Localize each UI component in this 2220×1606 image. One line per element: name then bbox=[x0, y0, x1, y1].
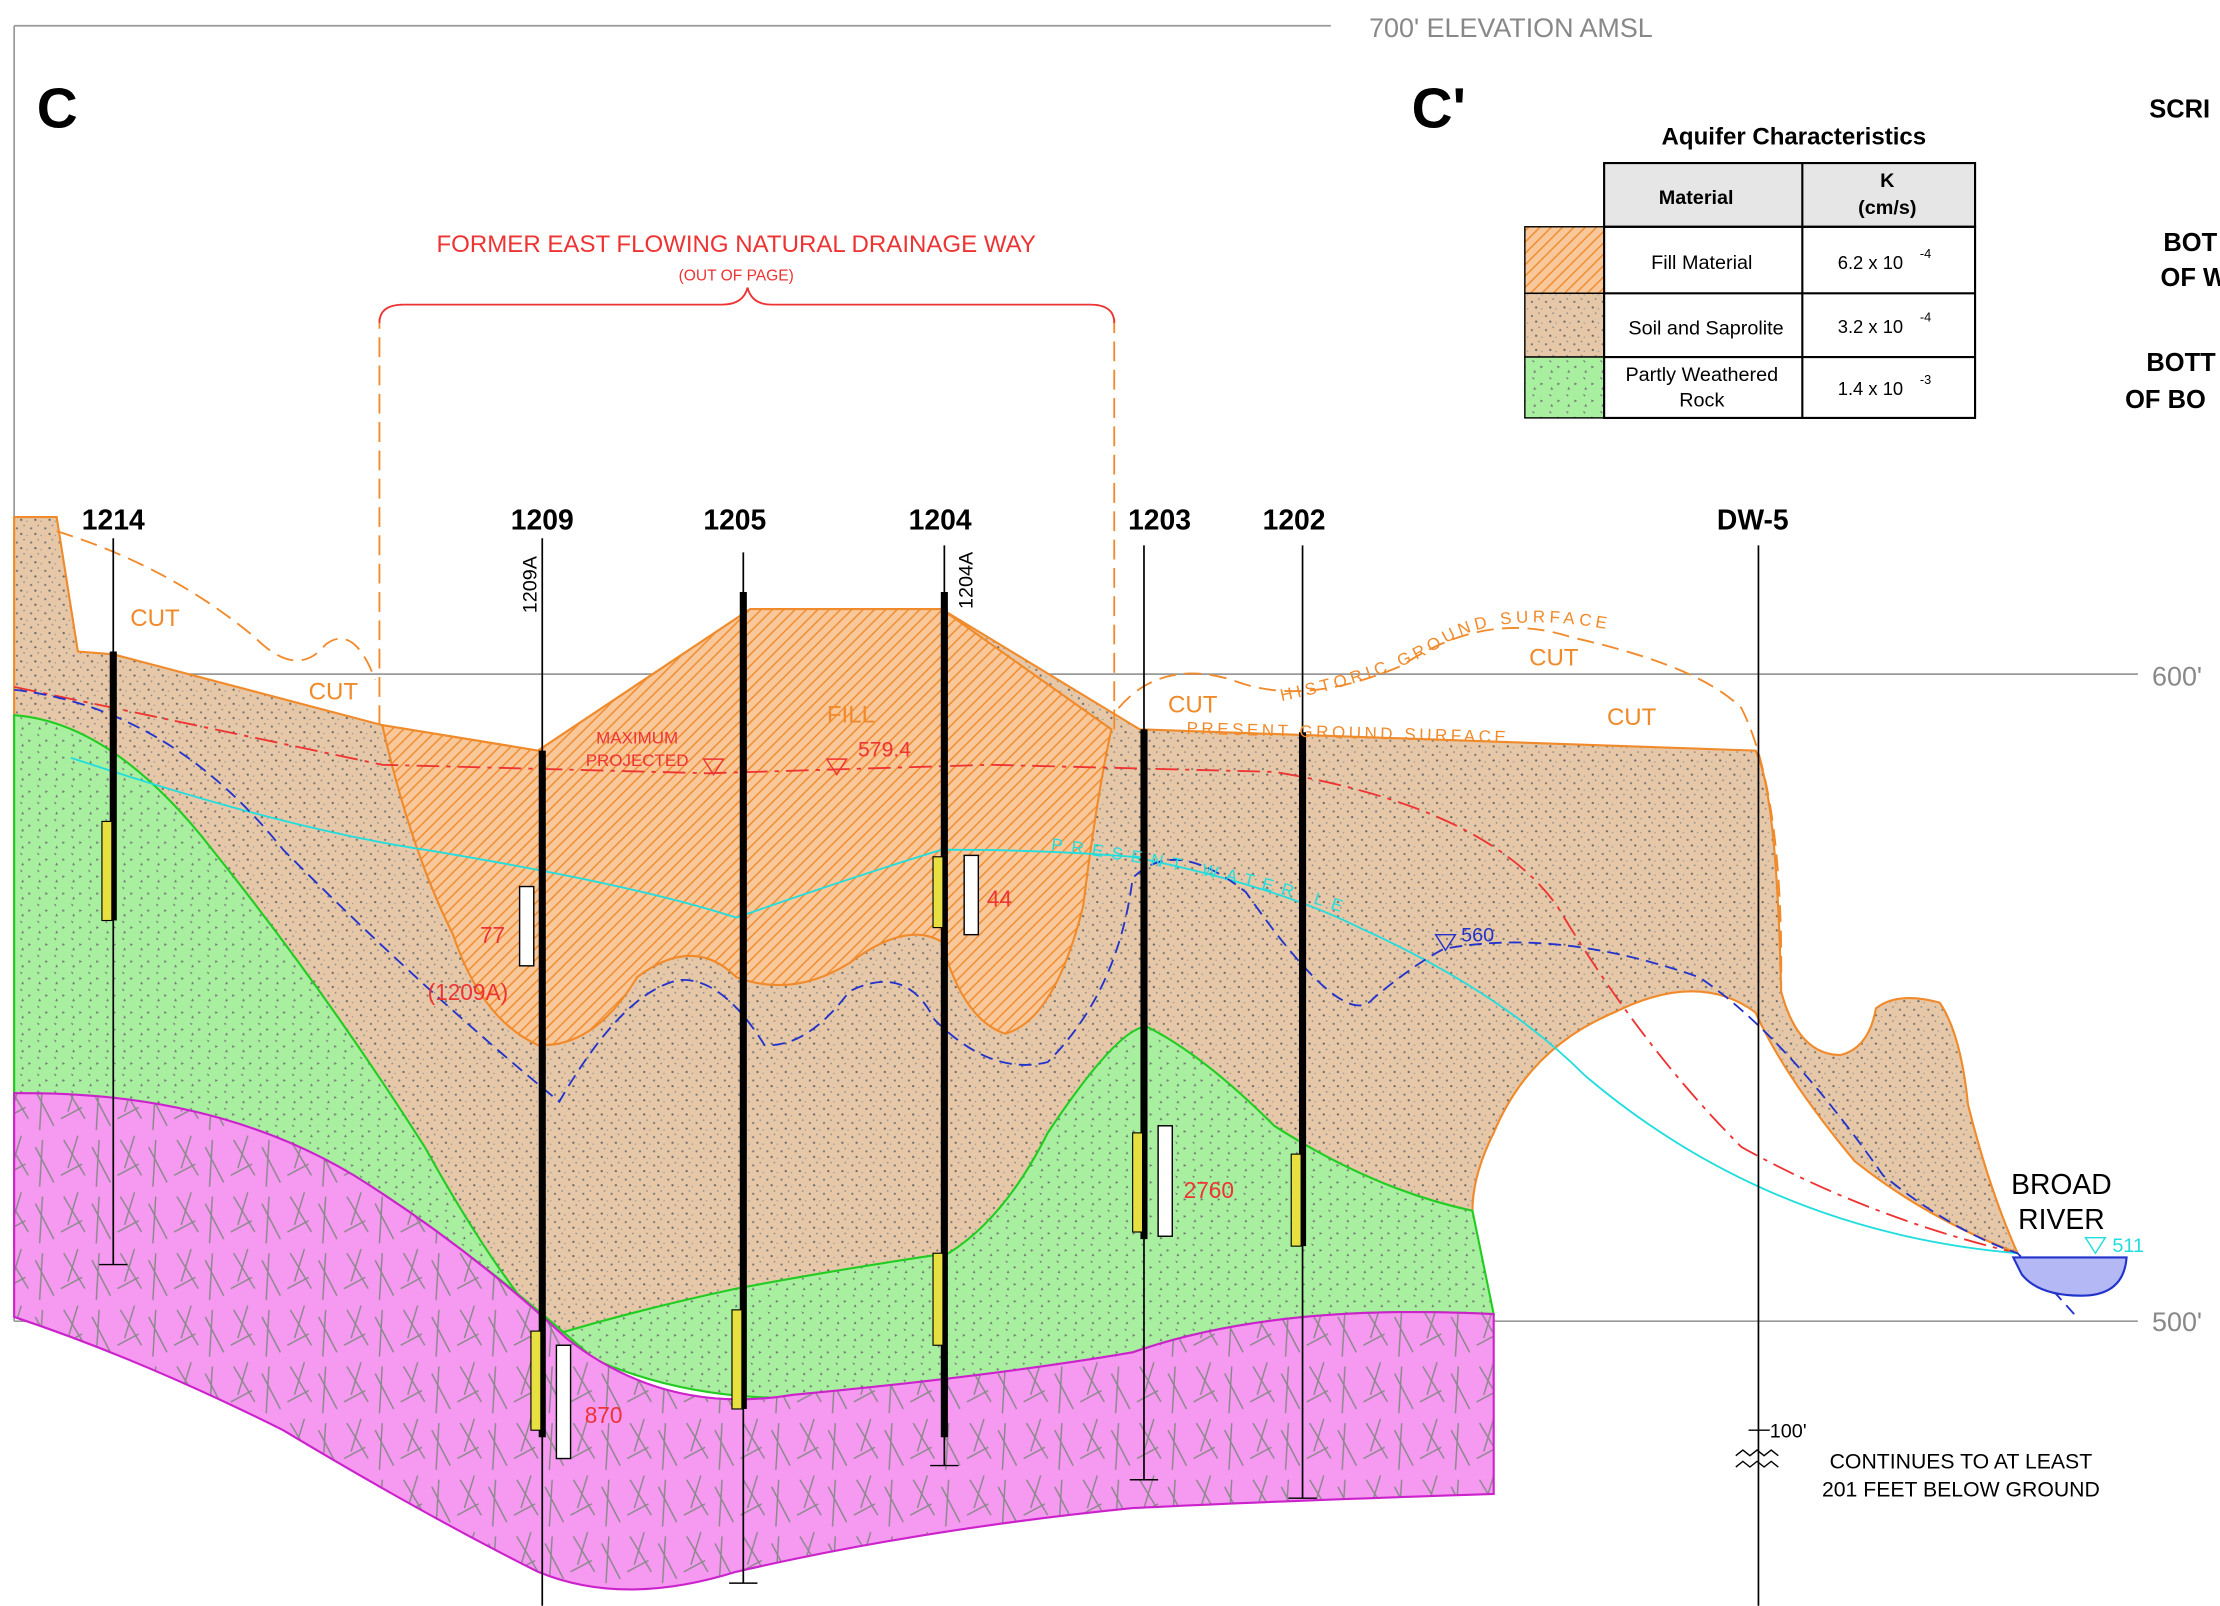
legend-swatch bbox=[1525, 227, 1604, 294]
cross-section: 700' ELEVATION AMSL C C' 1214 1209 1205 … bbox=[0, 0, 2220, 1606]
elevation-reference: 700' ELEVATION AMSL bbox=[1369, 13, 1653, 43]
cut-label: CUT bbox=[1168, 691, 1218, 718]
label-line: 201 FEET BELOW GROUND bbox=[1822, 1479, 2100, 1502]
well-name: DW-5 bbox=[1717, 504, 1789, 536]
continues-note: CONTINUES TO AT LEAST 201 FEET BELOW GROU… bbox=[1822, 1450, 2100, 1501]
river bbox=[2013, 1257, 2126, 1295]
legend-k-exp: -4 bbox=[1920, 246, 1931, 261]
well-sub-name: 1204A bbox=[956, 551, 978, 609]
legend-k: 3.2 x 10 bbox=[1838, 316, 1903, 337]
test-value: (1209A) bbox=[428, 979, 509, 1005]
water-level: 579.4 bbox=[858, 738, 911, 761]
well-name: 1204 bbox=[909, 504, 972, 536]
legend-k-exp: -4 bbox=[1920, 310, 1931, 325]
break-symbol bbox=[1736, 1450, 1778, 1467]
legend-k: 6.2 x 10 bbox=[1838, 252, 1903, 273]
well-sub-name: 1209A bbox=[520, 555, 542, 613]
legend-swatch bbox=[1525, 357, 1604, 418]
legend-k: 1.4 x 10 bbox=[1838, 378, 1903, 399]
drainage-title: FORMER EAST FLOWING NATURAL DRAINAGE WAY bbox=[436, 231, 1035, 258]
label-line: MAXIMUM bbox=[596, 729, 678, 748]
depth-label: 100' bbox=[1770, 1420, 1807, 1442]
page: 700' ELEVATION AMSL C C' 1214 1209 1205 … bbox=[0, 0, 2220, 1606]
section-start: C bbox=[37, 78, 78, 141]
label-line: BROAD bbox=[2011, 1168, 2112, 1200]
test-value: 44 bbox=[987, 885, 1012, 911]
fill-label: FILL bbox=[827, 701, 875, 728]
label-line: PROJECTED bbox=[586, 751, 689, 770]
legend-material: Partly Weathered bbox=[1625, 364, 1778, 386]
well-name: 1209 bbox=[511, 504, 574, 536]
legend-column: (cm/s) bbox=[1858, 197, 1916, 219]
test-value: 2760 bbox=[1184, 1177, 1234, 1203]
legend-title: Aquifer Characteristics bbox=[1662, 124, 1927, 151]
side-label: BOTT bbox=[2146, 349, 2216, 377]
drainage-brace bbox=[379, 288, 1114, 323]
side-label: SCRI bbox=[2149, 96, 2210, 124]
legend: Aquifer Characteristics Material K (cm/s… bbox=[1525, 124, 1975, 418]
water-level: 560 bbox=[1461, 925, 1494, 947]
section-end: C' bbox=[1412, 78, 1466, 141]
water-level: 511 bbox=[2112, 1235, 2144, 1257]
well-name: 1205 bbox=[703, 504, 766, 536]
test-value: 870 bbox=[585, 1402, 623, 1428]
test-value: 77 bbox=[480, 922, 505, 948]
legend-swatch bbox=[1525, 293, 1604, 357]
legend-k-exp: -3 bbox=[1920, 372, 1931, 387]
side-label: OF W bbox=[2161, 264, 2220, 292]
legend-column: K bbox=[1880, 170, 1895, 192]
legend-material: Fill Material bbox=[1651, 252, 1752, 274]
cut-label: CUT bbox=[1607, 704, 1657, 731]
label-line: RIVER bbox=[2018, 1203, 2104, 1235]
legend-material: Rock bbox=[1679, 390, 1724, 412]
well-name: 1202 bbox=[1263, 504, 1326, 536]
side-label: BOT bbox=[2163, 229, 2217, 257]
legend-material: Soil and Saprolite bbox=[1628, 317, 1783, 339]
side-label: OF BO bbox=[2125, 386, 2206, 414]
water-marker bbox=[2085, 1238, 2105, 1254]
elevation-label: 600' bbox=[2152, 661, 2202, 691]
elevation-label: 500' bbox=[2152, 1307, 2202, 1337]
cut-label: CUT bbox=[130, 605, 180, 632]
cut-label: CUT bbox=[309, 679, 359, 706]
well-name: 1203 bbox=[1128, 504, 1191, 536]
well-name: 1214 bbox=[82, 504, 145, 536]
cut-label: CUT bbox=[1529, 645, 1579, 672]
label-line: CONTINUES TO AT LEAST bbox=[1830, 1450, 2093, 1473]
drainage-subtitle: (OUT OF PAGE) bbox=[679, 268, 794, 285]
legend-column: Material bbox=[1659, 187, 1734, 209]
